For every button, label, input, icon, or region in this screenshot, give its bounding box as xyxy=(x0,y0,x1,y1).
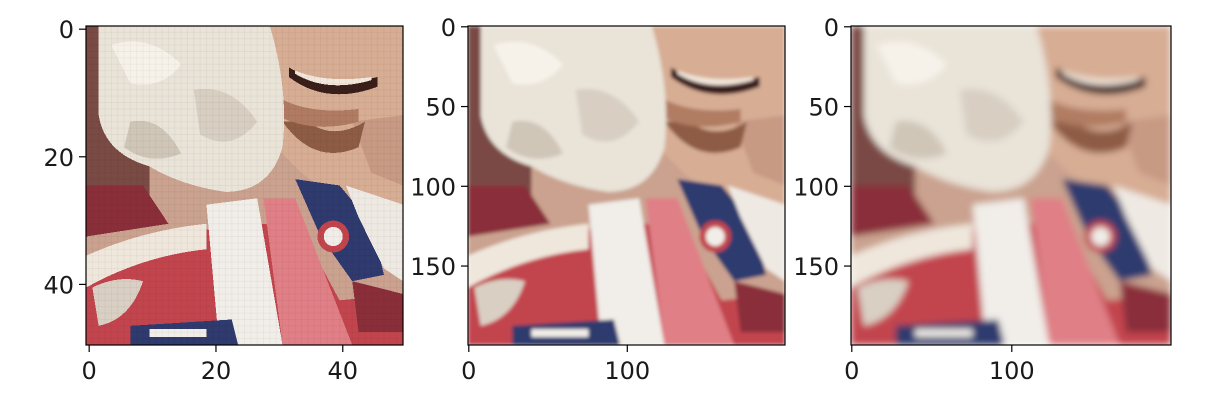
ticks-2: 0 100 0 50 100 150 xyxy=(410,14,650,385)
image-panel-3 xyxy=(851,26,1171,345)
ticks-3: 0 100 0 50 100 150 xyxy=(793,14,1035,385)
y-tick-label-2-0: 0 xyxy=(441,14,456,42)
x-tick-label-1-0: 0 xyxy=(82,357,97,385)
y-tick-label-1-1: 20 xyxy=(43,144,74,172)
x-tick-label-1-2: 40 xyxy=(327,357,358,385)
image-panel-1 xyxy=(86,26,403,345)
x-tick-label-3-0: 0 xyxy=(844,357,859,385)
y-tick-label-3-2: 100 xyxy=(793,173,839,201)
axes-frame-1 xyxy=(85,25,404,346)
y-tick-label-3-1: 50 xyxy=(808,94,839,122)
x-tick-label-1-1: 20 xyxy=(201,357,232,385)
y-tick-label-2-3: 150 xyxy=(410,253,456,281)
x-tick-label-2-0: 0 xyxy=(461,357,476,385)
axes-frame-3 xyxy=(850,25,1172,346)
x-tick-label-3-1: 100 xyxy=(989,357,1035,385)
y-tick-label-3-0: 0 xyxy=(824,14,839,42)
y-tick-label-2-2: 100 xyxy=(410,173,456,201)
y-tick-label-1-0: 0 xyxy=(59,16,74,44)
image-panel-2 xyxy=(468,26,785,345)
ticks-1: 0 20 40 0 20 40 xyxy=(43,16,358,385)
y-tick-label-2-1: 50 xyxy=(425,94,456,122)
y-tick-label-3-3: 150 xyxy=(793,253,839,281)
subplot-3: 0 100 0 50 100 150 xyxy=(793,14,1172,385)
x-tick-label-2-1: 100 xyxy=(604,357,650,385)
axes-frame-2 xyxy=(467,25,786,346)
subplot-1: 0 20 40 0 20 40 xyxy=(43,16,404,385)
subplot-2: 0 100 0 50 100 150 xyxy=(410,14,786,385)
y-tick-label-1-2: 40 xyxy=(43,271,74,299)
